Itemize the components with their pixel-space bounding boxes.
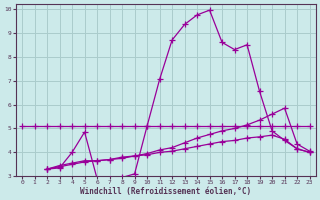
X-axis label: Windchill (Refroidissement éolien,°C): Windchill (Refroidissement éolien,°C) (80, 187, 252, 196)
